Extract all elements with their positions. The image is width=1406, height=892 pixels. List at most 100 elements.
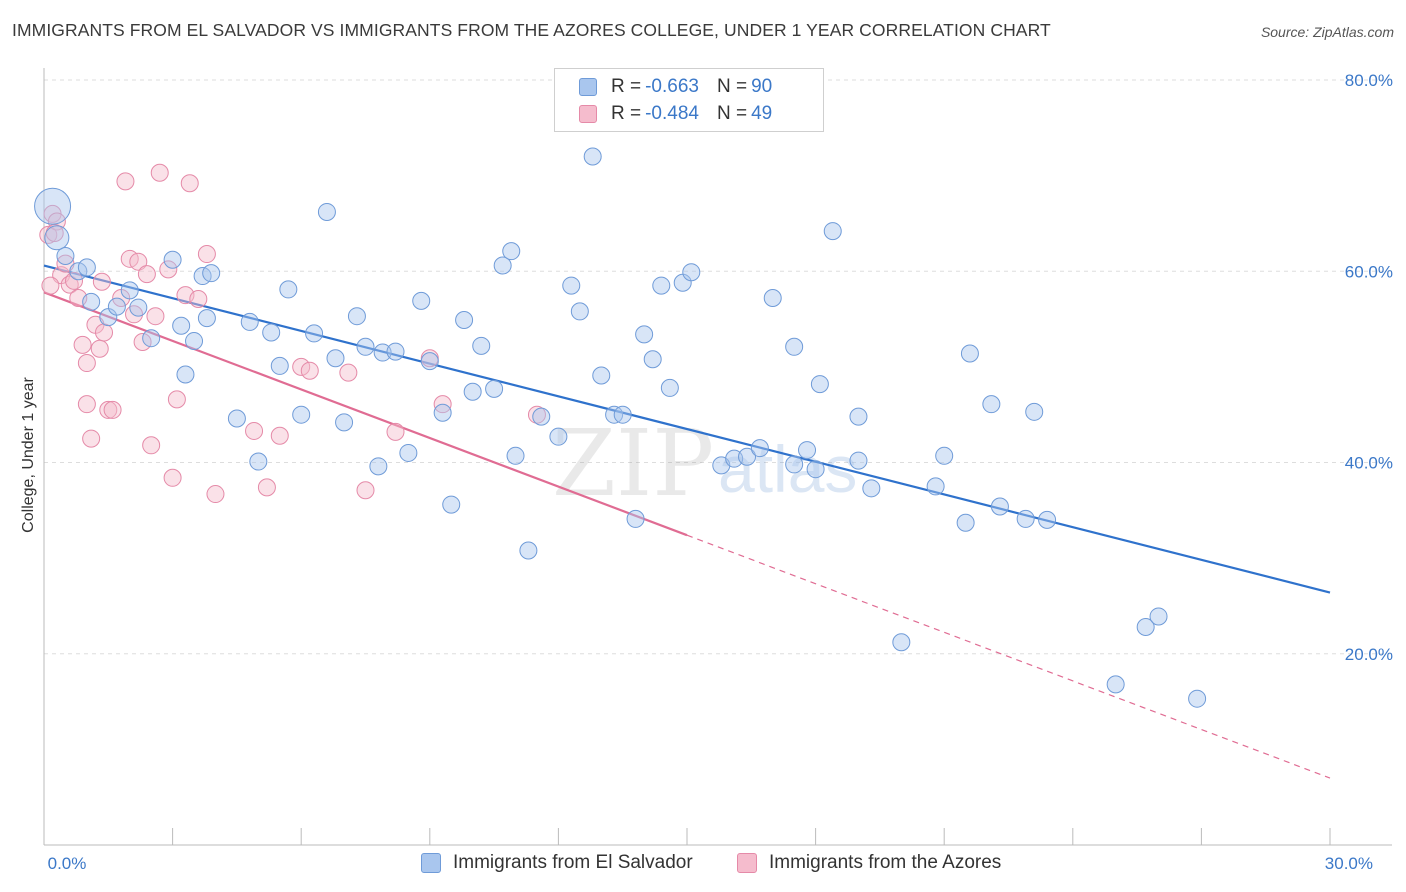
data-point-el-salvador — [240, 312, 259, 331]
data-point-el-salvador — [862, 479, 881, 498]
bottom-legend-label-azores: Immigrants from the Azores — [769, 852, 1002, 873]
trend-extension-azores — [686, 534, 1331, 779]
data-point-el-salvador — [682, 263, 701, 282]
bottom-legend-swatch-blue — [421, 853, 441, 873]
data-point-el-salvador — [433, 403, 452, 422]
data-point-azores — [99, 400, 118, 419]
tick-labels: 0.0% 30.0% 20.0% 40.0% 60.0% 80.0% — [48, 71, 1393, 873]
legend-r-label: R = — [611, 76, 642, 97]
y-tick-label: 20.0% — [1345, 645, 1393, 664]
data-point-el-salvador — [785, 337, 804, 356]
data-point-el-salvador — [519, 541, 538, 560]
data-point-el-salvador — [1038, 510, 1057, 529]
data-point-el-salvador — [549, 427, 568, 446]
data-point-el-salvador — [129, 298, 148, 317]
y-tick-label: 80.0% — [1345, 71, 1393, 90]
data-point-azores — [142, 436, 161, 455]
data-point-azores — [103, 400, 122, 419]
watermark-zip: ZIP — [552, 410, 714, 517]
data-point-azores — [95, 323, 114, 342]
data-point-el-salvador — [806, 460, 825, 479]
data-point-el-salvador — [356, 337, 375, 356]
data-point-el-salvador — [1025, 402, 1044, 421]
data-point-azores — [77, 395, 96, 414]
data-point-azores — [270, 426, 289, 445]
data-point-el-salvador — [142, 329, 161, 348]
data-point-el-salvador — [493, 256, 512, 275]
bottom-legend-label-el-salvador: Immigrants from El Salvador — [453, 852, 693, 873]
data-point-azores — [116, 172, 135, 191]
data-point-el-salvador — [305, 324, 324, 343]
watermark: ZIP atlas — [552, 410, 857, 517]
data-point-el-salvador — [652, 276, 671, 295]
data-point-azores — [90, 339, 109, 358]
data-point-el-salvador — [763, 289, 782, 308]
trend-line-azores — [43, 291, 688, 537]
data-point-el-salvador — [892, 633, 911, 652]
data-point-el-salvador — [1149, 607, 1168, 626]
data-point-el-salvador — [412, 291, 431, 310]
data-point-el-salvador — [750, 439, 769, 458]
legend-swatch-pink — [579, 105, 597, 123]
data-point-azores — [197, 245, 216, 264]
data-point-el-salvador — [990, 497, 1009, 516]
data-point-azores — [159, 260, 178, 279]
data-point-azores — [206, 485, 225, 504]
data-point-el-salvador — [485, 379, 504, 398]
data-point-azores — [82, 429, 101, 448]
data-point-el-salvador — [562, 276, 581, 295]
data-point-el-salvador — [197, 309, 216, 328]
data-point-azores — [257, 478, 276, 497]
data-point-azores — [356, 481, 375, 500]
correlation-legend: R = -0.663 N = 90 R = -0.484 N = 49 — [554, 68, 824, 132]
axes — [43, 68, 1392, 846]
data-point-azores — [180, 174, 199, 193]
data-point-azores — [189, 289, 208, 308]
data-point-el-salvador — [172, 316, 191, 335]
data-point-el-salvador — [960, 344, 979, 363]
data-point-el-salvador — [660, 378, 679, 397]
data-point-el-salvador — [373, 343, 392, 362]
data-point-el-salvador — [202, 264, 221, 283]
data-point-el-salvador — [107, 297, 126, 316]
data-point-el-salvador — [982, 395, 1001, 414]
data-point-el-salvador — [369, 457, 388, 476]
trend-line-el-salvador — [43, 264, 1331, 594]
data-point-el-salvador — [44, 225, 70, 251]
data-point-el-salvador — [279, 280, 298, 299]
legend-r-value: -0.663 — [645, 76, 699, 97]
data-point-el-salvador — [926, 477, 945, 496]
data-point-el-salvador — [185, 332, 204, 351]
data-point-el-salvador — [77, 258, 96, 277]
data-point-el-salvador — [1106, 675, 1125, 694]
data-point-el-salvador — [785, 455, 804, 474]
data-point-azores — [245, 421, 264, 440]
data-point-azores — [146, 307, 165, 326]
el-salvador-points — [34, 147, 1207, 708]
trend-lines — [43, 264, 1331, 779]
data-point-el-salvador — [849, 407, 868, 426]
data-point-azores — [137, 265, 156, 284]
data-point-el-salvador — [643, 350, 662, 369]
legend-swatch-blue — [579, 78, 597, 96]
bottom-legend-azores: Immigrants from the Azores — [737, 852, 1001, 874]
legend-row-el-salvador: R = -0.663 N = 90 — [579, 76, 772, 98]
legend-row-azores: R = -0.484 N = 49 — [579, 103, 772, 125]
data-point-el-salvador — [335, 413, 354, 432]
data-point-el-salvador — [442, 495, 461, 514]
data-point-azores — [47, 212, 66, 231]
legend-n-label: N = — [716, 76, 748, 97]
data-point-azores — [339, 363, 358, 382]
data-point-el-salvador — [227, 409, 246, 428]
data-point-el-salvador — [506, 446, 525, 465]
data-point-el-salvador — [69, 262, 88, 281]
data-point-el-salvador — [56, 246, 75, 265]
data-point-el-salvador — [849, 451, 868, 470]
data-point-el-salvador — [956, 513, 975, 532]
data-point-el-salvador — [455, 311, 474, 330]
data-point-el-salvador — [738, 447, 757, 466]
data-point-azores — [39, 225, 58, 244]
data-point-azores — [300, 361, 319, 380]
data-point-el-salvador — [810, 375, 829, 394]
